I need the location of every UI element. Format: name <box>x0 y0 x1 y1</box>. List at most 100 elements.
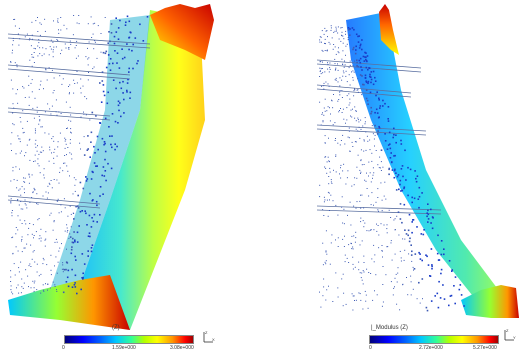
scatter-point <box>66 276 69 279</box>
scatter-point <box>20 261 22 263</box>
right-3d-surface-plot[interactable] <box>261 0 523 361</box>
scatter-point <box>38 275 40 277</box>
scatter-point <box>105 66 108 69</box>
scatter-point <box>422 298 423 300</box>
scatter-point <box>327 156 329 158</box>
scatter-point <box>400 257 402 259</box>
scatter-point <box>94 152 96 154</box>
scatter-point <box>96 135 99 138</box>
scatter-point <box>383 224 385 226</box>
scatter-point <box>353 205 355 207</box>
scatter-point <box>49 108 51 110</box>
scatter-point <box>12 123 14 125</box>
scatter-point <box>325 30 327 32</box>
scatter-point <box>61 49 63 51</box>
scatter-point <box>375 150 377 151</box>
scatter-point <box>337 246 339 247</box>
scatter-point <box>335 53 337 55</box>
scatter-point <box>410 254 413 256</box>
scatter-point <box>326 30 328 32</box>
scatter-point <box>321 41 322 43</box>
left-3d-surface-plot[interactable] <box>0 0 262 361</box>
scatter-point <box>360 217 362 219</box>
left-color-legend: (Z) 0 1.59e+000 3.08e+000 Z X <box>0 317 262 361</box>
scatter-point <box>358 292 360 294</box>
scatter-point <box>71 268 73 271</box>
scatter-point <box>361 272 363 274</box>
scatter-point <box>94 40 96 42</box>
scatter-point <box>96 57 98 59</box>
scatter-point <box>37 55 39 57</box>
scatter-point <box>334 79 336 81</box>
scatter-point <box>354 106 356 108</box>
scatter-point <box>52 41 54 43</box>
scatter-point <box>348 104 350 106</box>
scatter-point <box>63 24 65 26</box>
scatter-point <box>335 155 337 157</box>
scatter-point <box>370 273 372 274</box>
scatter-point <box>118 67 121 69</box>
scatter-point <box>343 163 345 165</box>
scatter-point <box>338 38 340 40</box>
scatter-point <box>37 45 39 47</box>
scatter-point <box>110 23 113 25</box>
scatter-point <box>323 215 325 216</box>
scatter-point <box>387 144 390 146</box>
scatter-point <box>36 106 38 108</box>
scatter-point <box>380 161 382 163</box>
scatter-point <box>20 121 22 123</box>
scatter-point <box>394 277 396 279</box>
scatter-point <box>35 20 37 22</box>
scatter-point <box>100 33 102 34</box>
scatter-point <box>370 229 372 230</box>
scatter-point <box>136 62 138 65</box>
scatter-point <box>319 76 321 77</box>
scatter-point <box>44 30 46 32</box>
scatter-point <box>323 278 325 280</box>
axis-triad-icon: Z X <box>203 330 215 343</box>
scatter-point <box>93 48 95 50</box>
scatter-point <box>69 233 71 235</box>
scatter-point <box>10 201 12 203</box>
scatter-point <box>341 196 343 198</box>
scatter-point <box>375 201 377 203</box>
scatter-point <box>114 148 116 151</box>
scatter-point <box>363 226 365 228</box>
scatter-point <box>55 256 57 258</box>
scatter-point <box>19 168 20 170</box>
scatter-point <box>13 107 15 109</box>
scatter-point <box>345 30 347 32</box>
scatter-point <box>344 254 346 256</box>
scatter-point <box>369 139 371 141</box>
scatter-point <box>374 80 377 82</box>
scatter-point <box>419 302 421 304</box>
scatter-point <box>88 72 89 73</box>
scatter-point <box>347 27 350 29</box>
scatter-point <box>112 62 114 65</box>
scatter-point <box>359 57 362 60</box>
scatter-point <box>33 47 35 49</box>
scatter-point <box>67 127 68 129</box>
scatter-point <box>347 39 349 41</box>
scatter-point <box>352 48 354 51</box>
scatter-point <box>69 106 71 108</box>
scatter-point <box>87 235 90 237</box>
scatter-point <box>111 113 114 115</box>
scatter-point <box>353 95 355 97</box>
scatter-point <box>395 273 397 275</box>
scatter-point <box>368 175 369 177</box>
scatter-point <box>347 29 350 31</box>
scatter-point <box>401 189 404 192</box>
scatter-point <box>366 172 367 174</box>
scatter-point <box>357 117 359 119</box>
scatter-point <box>373 204 374 206</box>
scatter-point <box>365 58 367 61</box>
scatter-point <box>356 66 358 68</box>
scatter-point <box>99 186 102 188</box>
scatter-point <box>332 301 334 302</box>
scatter-point <box>14 62 16 64</box>
scatter-point <box>48 133 50 135</box>
scatter-point <box>19 188 21 190</box>
axis-label-y: Y <box>513 335 516 340</box>
scatter-point <box>403 259 405 261</box>
